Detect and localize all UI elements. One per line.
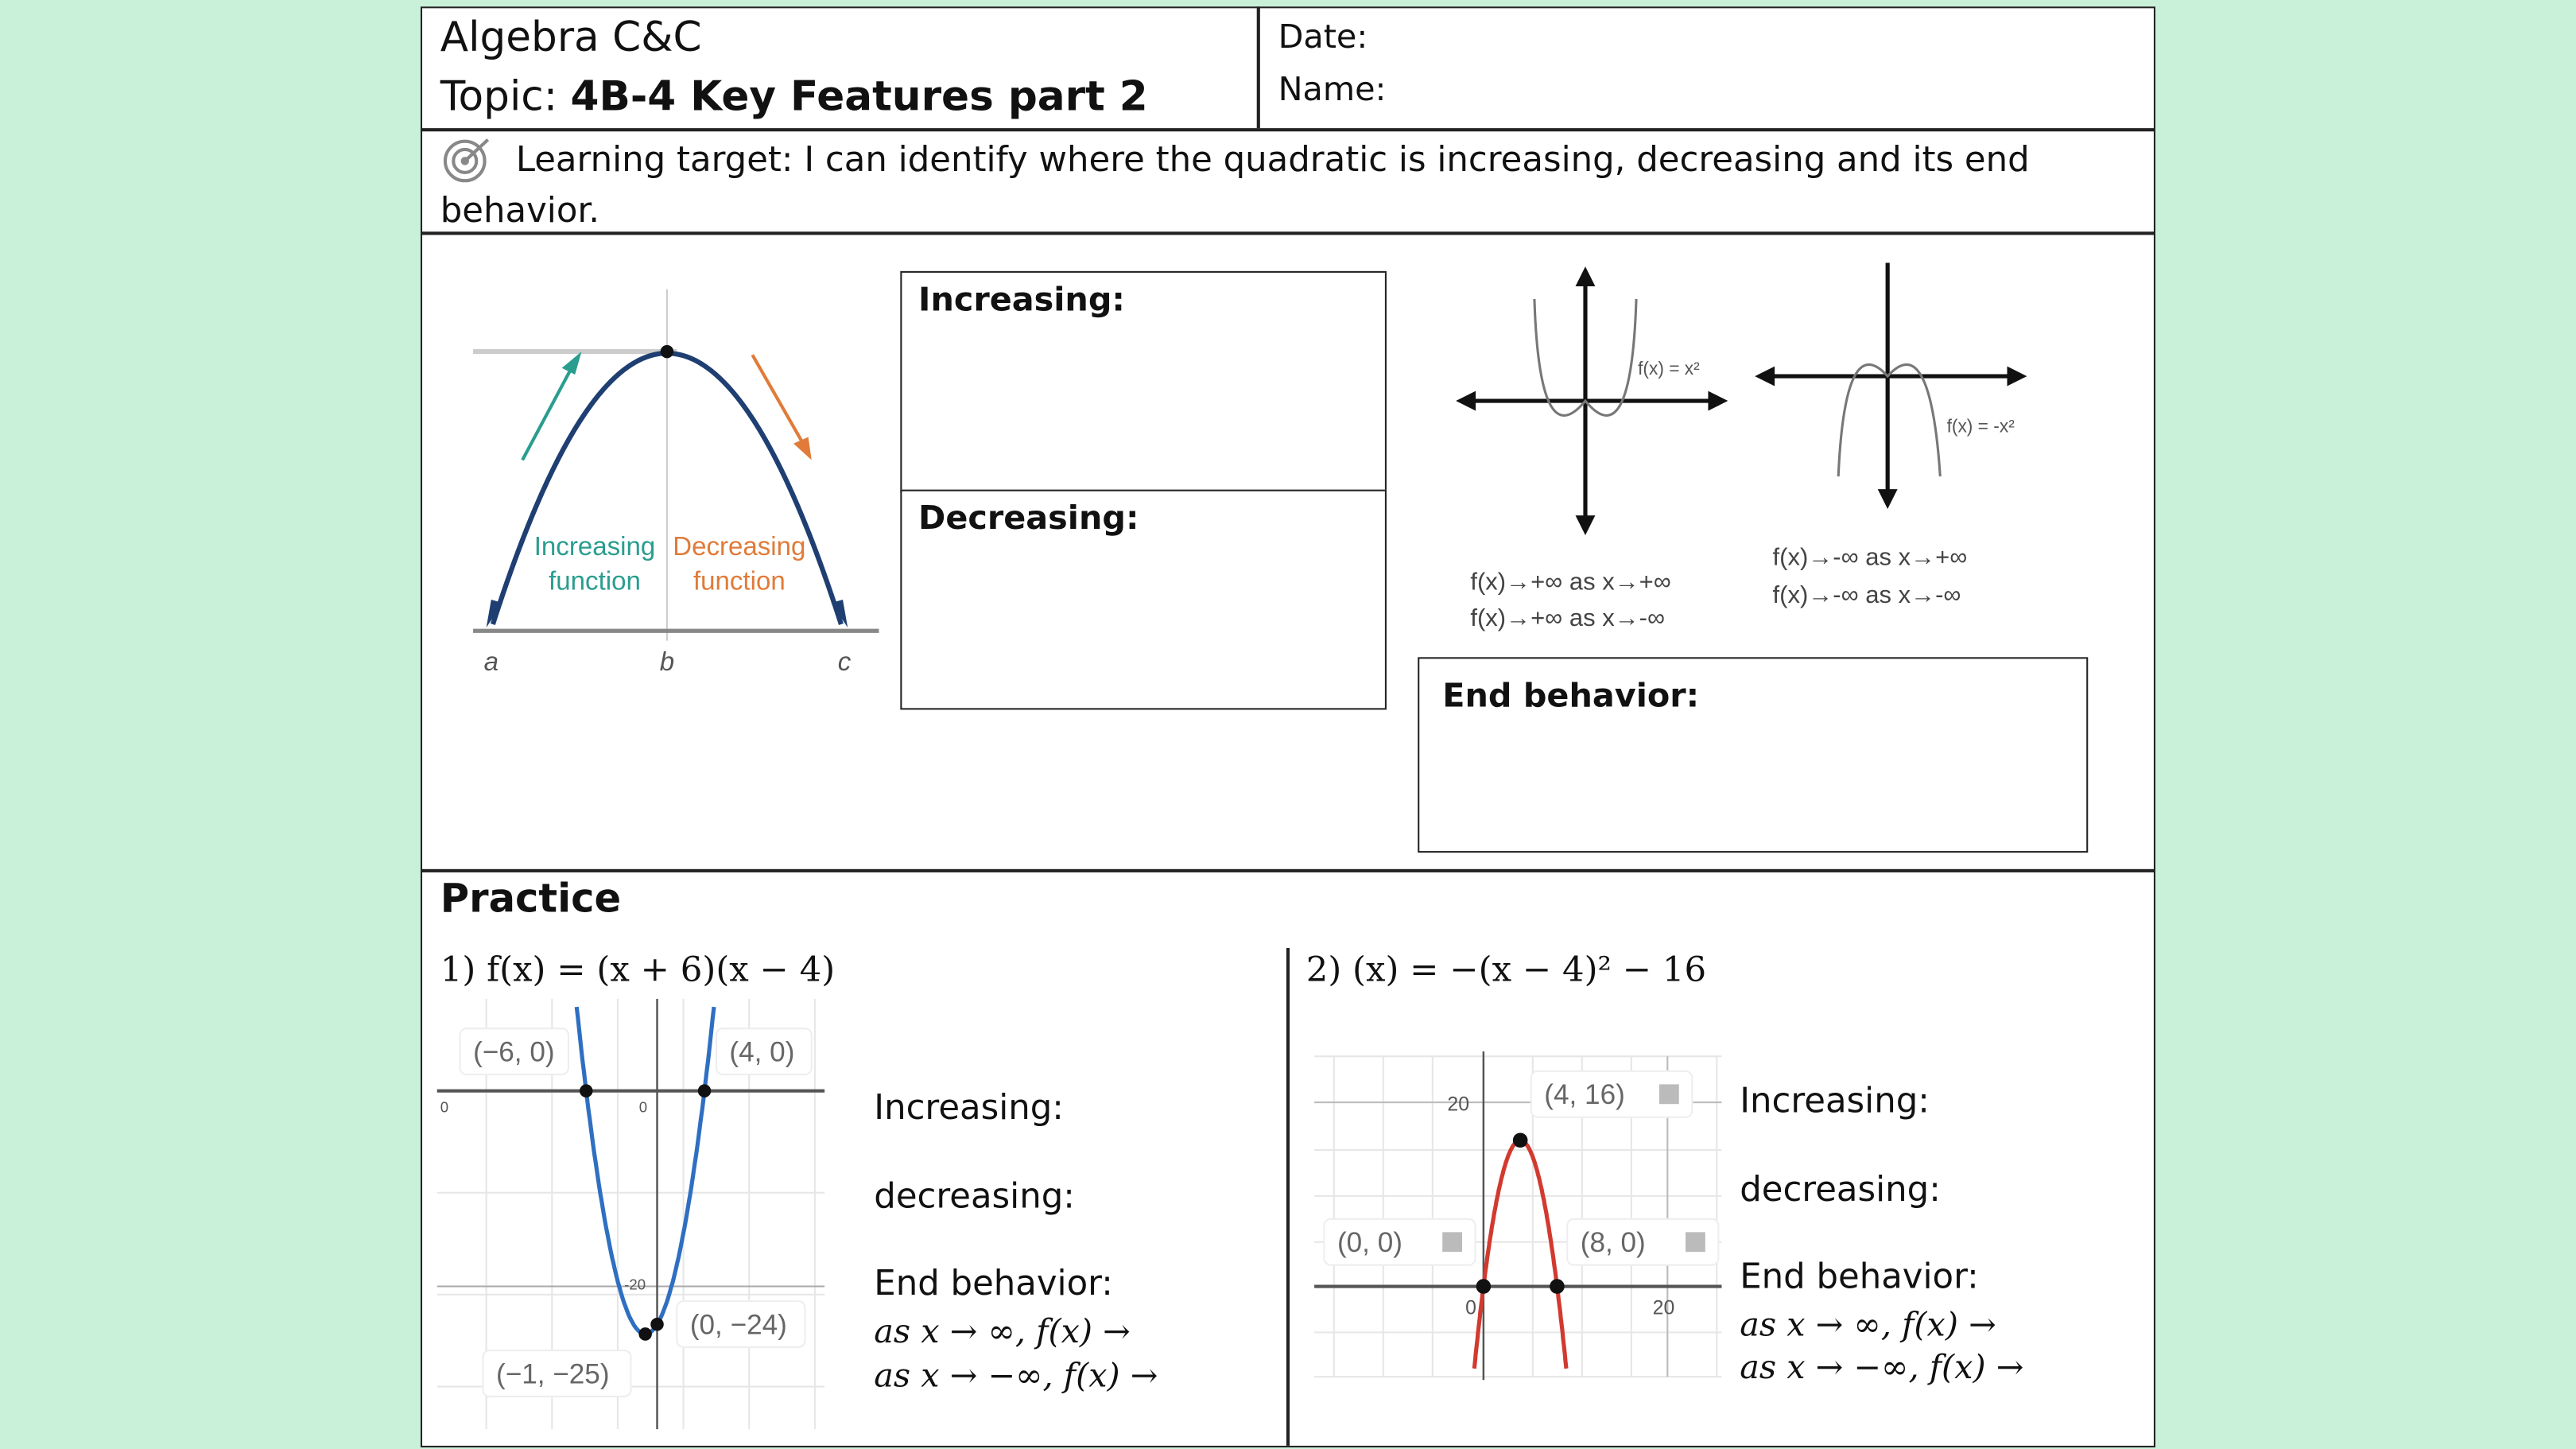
decreasing-notes-box[interactable]: Decreasing: xyxy=(900,489,1387,710)
problem-2-equation: 2) (x) = −(x − 4)² − 16 xyxy=(1305,950,1707,989)
up-parabola xyxy=(1533,298,1638,417)
function-label: f(x) = -x² xyxy=(1947,415,2015,436)
practice-heading: Practice xyxy=(440,876,622,922)
increasing-notes-box[interactable]: Increasing: xyxy=(900,270,1387,493)
problem-1-end-1: as x → ∞, f(x) → xyxy=(874,1311,1131,1351)
point-label-box xyxy=(459,1028,569,1076)
problem-2-increasing: Increasing: xyxy=(1740,1081,1930,1121)
data-point xyxy=(1550,1279,1565,1294)
data-point xyxy=(579,1084,593,1097)
topic: Topic: 4B-4 Key Features part 2 xyxy=(440,72,1148,120)
data-point xyxy=(697,1084,712,1097)
problem-2-graph: 20 0 20 (4, 16) (0, 0) (8, 0) xyxy=(1314,1051,1722,1381)
end-behavior-heading: End behavior: xyxy=(1442,675,1700,715)
end-behavior-notes-box[interactable]: End behavior: xyxy=(1418,657,2089,853)
end-behavior-line: f(x)→-∞ as x→+∞ xyxy=(1773,543,1968,571)
point-label: b xyxy=(660,647,674,677)
point-label: a xyxy=(484,647,499,677)
name-label: Name: xyxy=(1278,68,1387,109)
end-behavior-line: f(x)→-∞ as x→-∞ xyxy=(1773,581,1961,608)
parabola-curve xyxy=(1472,1137,1569,1369)
course-title: Algebra C&C xyxy=(440,13,702,61)
point-label: (4, 16) xyxy=(1544,1079,1624,1110)
tick-label: 0 xyxy=(440,1099,448,1116)
end-behavior-line: f(x)→+∞ as x→+∞ xyxy=(1470,568,1671,596)
problem-2-decreasing: decreasing: xyxy=(1740,1169,1941,1210)
increasing-heading: Increasing: xyxy=(918,279,1125,319)
tick-label: -20 xyxy=(624,1276,646,1293)
divider xyxy=(420,128,2155,131)
tick-label: 0 xyxy=(639,1099,647,1116)
function-label: f(x) = x² xyxy=(1638,358,1700,379)
arrow-down-icon xyxy=(793,437,812,460)
edit-icon xyxy=(1442,1232,1463,1253)
problem-1-end-2: as x → −∞, f(x) → xyxy=(874,1355,1158,1395)
point-label: (0, 0) xyxy=(1337,1227,1402,1258)
topic-label: Topic: xyxy=(440,72,571,120)
problem-2-end-2: as x → −∞, f(x) → xyxy=(1740,1346,2024,1387)
data-point xyxy=(1512,1132,1528,1148)
decreasing-heading: Decreasing: xyxy=(918,497,1139,538)
decreasing-label: Decreasing xyxy=(673,532,805,561)
data-point xyxy=(638,1327,652,1341)
problem-2-end-behavior: End behavior: xyxy=(1740,1257,1979,1296)
data-point xyxy=(650,1317,664,1331)
point-label-box xyxy=(482,1350,632,1397)
arrow-left-icon xyxy=(486,600,503,628)
problem-1-equation: 1) f(x) = (x + 6)(x − 4) xyxy=(440,950,836,989)
arrow-right-icon xyxy=(831,600,848,628)
point-label: c xyxy=(838,647,852,677)
vertex-point xyxy=(660,344,674,359)
point-label: (−1, −25) xyxy=(496,1358,610,1389)
problem-1-end-behavior: End behavior: xyxy=(874,1263,1113,1303)
point-label-box xyxy=(676,1300,806,1348)
problem-1-decreasing: decreasing: xyxy=(874,1176,1075,1216)
decreasing-label: function xyxy=(693,567,786,596)
edit-icon xyxy=(1658,1084,1679,1105)
point-label-box xyxy=(1530,1070,1693,1118)
tick-label: 20 xyxy=(1653,1298,1675,1319)
tick-label: 0 xyxy=(1465,1298,1476,1319)
problem-1-graph: 0 0 -20 (−6, 0) (4, 0) (0, −24) (−1, −25) xyxy=(436,999,825,1430)
divider xyxy=(1256,6,1259,129)
point-label-box xyxy=(1323,1218,1476,1266)
arrow-up-icon xyxy=(561,352,582,375)
divider xyxy=(420,868,2155,872)
end-behavior-examples: f(x) = x² f(x) = -x² f(x)→+∞ as x→+∞ f(x… xyxy=(1456,262,2027,631)
down-parabola xyxy=(1837,363,1942,477)
increasing-arrow xyxy=(521,360,577,461)
point-label-box xyxy=(1566,1218,1720,1266)
point-label: (8, 0) xyxy=(1581,1227,1646,1258)
problem-1-increasing: Increasing: xyxy=(874,1087,1064,1128)
edit-icon xyxy=(1686,1232,1705,1253)
point-label: (4, 0) xyxy=(729,1037,794,1068)
data-point xyxy=(1476,1279,1492,1294)
point-label: (0, −24) xyxy=(690,1309,787,1340)
target-icon xyxy=(443,138,490,183)
increasing-label: Increasing xyxy=(534,532,656,561)
point-label-box xyxy=(715,1028,813,1076)
divider xyxy=(420,231,2155,235)
increasing-label: function xyxy=(549,567,641,596)
learning-target: Learning target: I can identify where th… xyxy=(440,139,2030,231)
end-behavior-line: f(x)→+∞ as x→-∞ xyxy=(1470,604,1665,631)
divider xyxy=(1286,947,1290,1446)
point-label: (−6, 0) xyxy=(473,1037,554,1068)
topic-value: 4B-4 Key Features part 2 xyxy=(570,72,1148,120)
problem-2-end-1: as x → ∞, f(x) → xyxy=(1740,1304,1996,1344)
tick-label: 20 xyxy=(1447,1094,1469,1115)
increasing-decreasing-diagram: Increasing function Decreasing function … xyxy=(473,289,879,677)
date-label: Date: xyxy=(1278,16,1368,56)
decreasing-arrow xyxy=(751,354,807,448)
